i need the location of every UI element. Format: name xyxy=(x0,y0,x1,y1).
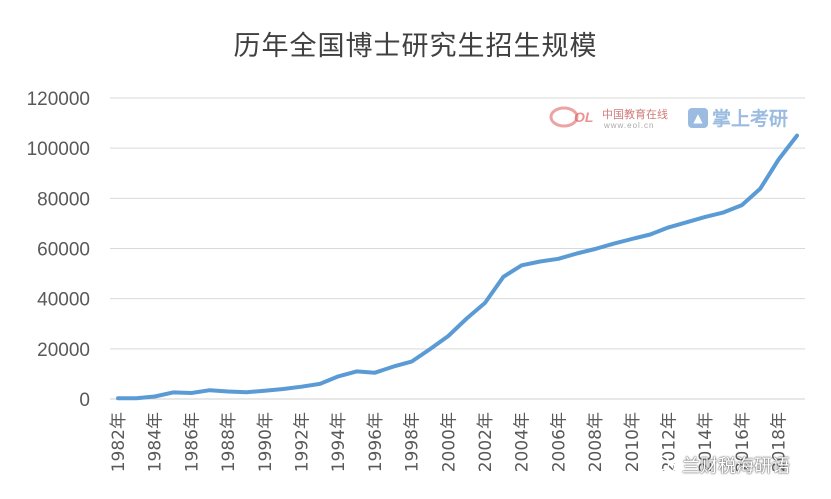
eol-logo-icon: OL xyxy=(549,106,593,128)
kaoyan-watermark: ▲ 掌上考研 xyxy=(688,104,788,131)
y-tick-label: 0 xyxy=(79,390,90,411)
wechat-icon xyxy=(650,455,676,474)
y-tick-label: 120000 xyxy=(27,89,90,110)
y-tick-label: 100000 xyxy=(27,139,90,160)
x-tick-label: 1988年 xyxy=(219,412,239,472)
x-tick-label: 2002年 xyxy=(476,412,496,472)
graduation-cap-icon: ▲ xyxy=(688,107,708,128)
x-tick-label: 2016年 xyxy=(733,412,753,472)
x-tick-label: 1982年 xyxy=(109,412,129,472)
x-tick-label: 1994年 xyxy=(329,412,349,472)
x-tick-label: 1990年 xyxy=(256,412,276,472)
x-tick-label: 2006年 xyxy=(549,412,569,472)
y-tick-label: 60000 xyxy=(37,240,90,261)
x-tick-label: 2004年 xyxy=(513,412,533,472)
y-tick-label: 20000 xyxy=(37,340,90,361)
y-tick-label: 40000 xyxy=(37,290,90,311)
x-tick-label: 1998年 xyxy=(403,412,423,472)
x-tick-label: 1992年 xyxy=(293,412,313,472)
x-tick-label: 1986年 xyxy=(182,412,202,472)
x-tick-label: 2000年 xyxy=(439,412,459,472)
y-tick-label: 80000 xyxy=(37,189,90,210)
eol-watermark-text: 中国教育在线 xyxy=(602,108,668,121)
x-tick-label: 2008年 xyxy=(586,412,606,472)
series-line xyxy=(116,133,799,401)
x-tick-label: 1996年 xyxy=(366,412,386,472)
wechat-watermark: 兰财税海研语 xyxy=(650,452,790,478)
x-tick-label: 2018年 xyxy=(770,412,790,472)
chart-title: 历年全国博士研究生招生规模 xyxy=(233,31,598,62)
kaoyan-watermark-text: 掌上考研 xyxy=(712,108,789,130)
x-tick-label: 2014年 xyxy=(696,412,716,472)
svg-text:OL: OL xyxy=(574,109,593,125)
x-tick-label: 2010年 xyxy=(623,412,643,472)
x-tick-label: 1984年 xyxy=(146,412,166,472)
wechat-watermark-text: 兰财税海研语 xyxy=(682,456,790,477)
eol-watermark-url: www.eol.cn xyxy=(604,121,655,130)
